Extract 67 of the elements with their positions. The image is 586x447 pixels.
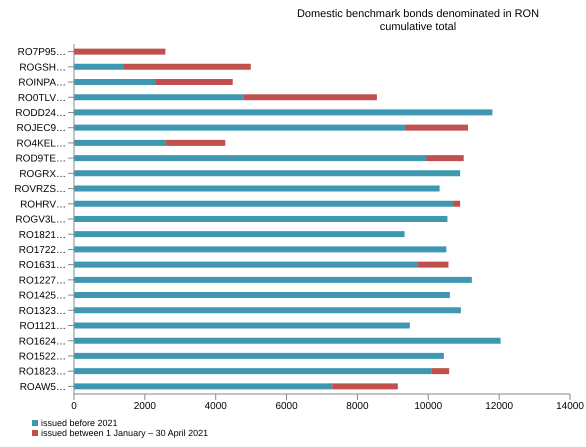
y-tick-label: ROVRZS… [14, 184, 66, 196]
y-tick-label: RO1821… [18, 230, 66, 241]
y-tick-label: ROJEC9… [16, 123, 66, 134]
bar [74, 262, 418, 268]
bar [74, 352, 444, 359]
y-tick-label: ROGV3L… [15, 214, 66, 226]
x-tick-label: 4000 [204, 401, 228, 412]
y-tick-label: ROHRV… [20, 199, 66, 210]
y-tick-label: ROD9TE… [15, 154, 66, 165]
y-tick-label: RO1522… [18, 352, 66, 363]
bar [74, 170, 460, 176]
y-tick-label: RO1323… [18, 306, 66, 317]
bar [74, 383, 332, 390]
bar [74, 216, 448, 222]
bar [74, 48, 166, 55]
bar [418, 262, 448, 268]
x-tick-label: 2000 [134, 401, 156, 412]
bar [432, 368, 450, 374]
y-tick-label: RO1624… [18, 336, 66, 348]
x-tick-label: 8000 [346, 401, 369, 412]
y-tick-label: ROGRX… [19, 168, 66, 180]
x-tick-label: 10000 [414, 401, 443, 412]
bar [74, 186, 440, 192]
x-tick-label: 14000 [556, 401, 584, 412]
y-tick-label: RO4KEL… [16, 138, 66, 150]
bar [124, 64, 251, 70]
bar [404, 124, 468, 131]
bar [74, 231, 405, 238]
bar [453, 200, 460, 207]
bar [74, 307, 461, 314]
y-tick-label: RO1121… [19, 321, 66, 332]
bar [74, 292, 450, 298]
x-tick-label: 12000 [485, 401, 514, 412]
bar [426, 155, 464, 162]
bar [74, 368, 432, 374]
bar [155, 79, 233, 85]
legend-label: issued between 1 January – 30 April 2021 [41, 428, 208, 438]
y-tick-label: RODD24… [15, 108, 66, 120]
bar [74, 124, 405, 131]
y-tick-label: ROINPA… [18, 78, 66, 89]
bar [74, 64, 124, 70]
bar [244, 94, 377, 100]
bar [166, 140, 226, 146]
bar [332, 383, 398, 390]
y-tick-label: RO1722… [18, 244, 66, 256]
bar [74, 140, 166, 146]
bar [74, 155, 427, 162]
bar [74, 322, 410, 328]
y-tick-label: RO7P95… [18, 47, 66, 58]
bar [74, 109, 492, 116]
x-tick-label: 6000 [275, 401, 298, 412]
bar [74, 246, 446, 252]
y-tick-label: RO1823… [18, 366, 66, 378]
y-tick-label: RO1425… [18, 290, 66, 302]
bar [74, 338, 501, 344]
bar [74, 79, 156, 85]
y-tick-label: RO1631… [18, 260, 66, 272]
y-tick-label: RO1227… [18, 275, 66, 286]
bar [74, 276, 472, 283]
bar [74, 200, 454, 207]
y-tick-label: ROGSH… [19, 62, 66, 74]
bar [74, 94, 244, 100]
x-tick-label: 0 [71, 401, 78, 412]
y-tick-label: ROAW5… [20, 382, 66, 393]
legend-label: issued before 2021 [41, 418, 118, 428]
y-tick-label: RO0TLV… [18, 92, 66, 104]
chart-title: Domestic benchmark bonds denominated in RON cumulative total [296, 8, 540, 34]
